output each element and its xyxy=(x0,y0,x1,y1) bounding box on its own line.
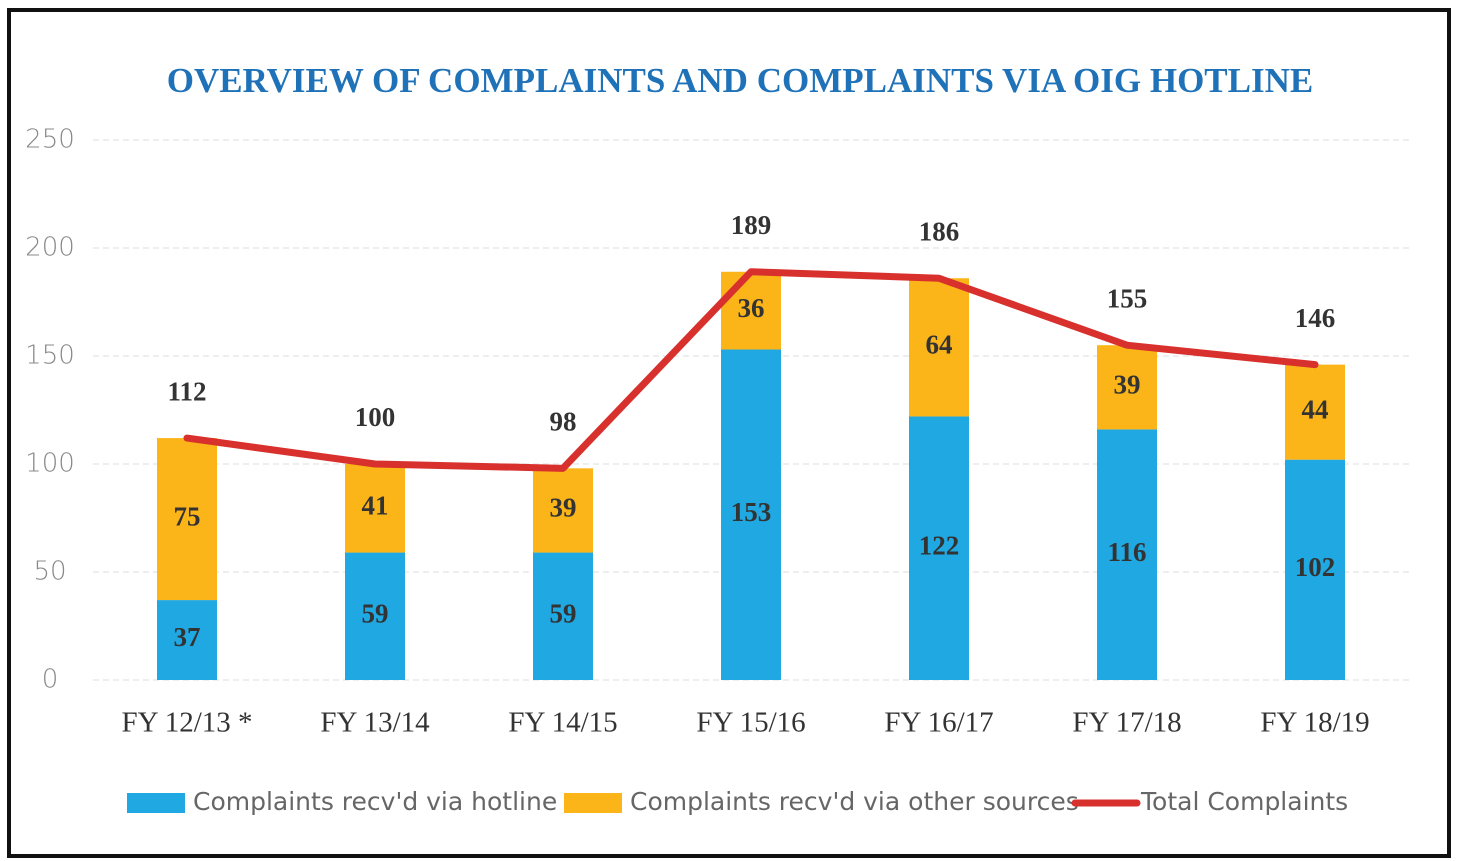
legend-label: Total Complaints xyxy=(1140,787,1348,816)
bar xyxy=(721,349,781,680)
x-tick-label: FY 13/14 xyxy=(320,707,430,739)
bar xyxy=(1285,364,1345,460)
x-tick-label: FY 18/19 xyxy=(1260,707,1369,739)
data-label: 112 xyxy=(167,376,206,406)
data-label: 189 xyxy=(731,210,772,240)
legend-label: Complaints recv'd via other sources xyxy=(630,787,1079,816)
data-label: 116 xyxy=(1107,537,1146,567)
data-label: 37 xyxy=(174,622,201,652)
data-label: 59 xyxy=(362,598,389,628)
data-label: 153 xyxy=(731,497,772,527)
chart-title: OVERVIEW OF COMPLAINTS AND COMPLAINTS VI… xyxy=(167,61,1314,100)
bar xyxy=(533,552,593,680)
bar xyxy=(1285,459,1345,680)
bar xyxy=(157,438,217,601)
y-tick-label: 0 xyxy=(42,665,59,695)
y-tick-label: 200 xyxy=(25,233,75,263)
data-label: 155 xyxy=(1107,283,1148,313)
data-label: 122 xyxy=(919,530,960,560)
data-label: 41 xyxy=(362,490,389,520)
bar xyxy=(909,416,969,680)
bar xyxy=(345,552,405,680)
bar xyxy=(533,468,593,553)
x-tick-label: FY 12/13 * xyxy=(121,707,252,739)
bar xyxy=(721,271,781,350)
x-tick-label: FY 14/15 xyxy=(508,707,617,739)
x-tick-label: FY 17/18 xyxy=(1072,707,1181,739)
data-label: 98 xyxy=(550,407,577,437)
data-label: 64 xyxy=(926,330,953,360)
data-label: 59 xyxy=(550,598,577,628)
data-label: 146 xyxy=(1295,303,1336,333)
x-tick-label: FY 15/16 xyxy=(696,707,805,739)
data-label: 186 xyxy=(919,216,960,246)
line xyxy=(183,268,1319,472)
y-tick-label: 150 xyxy=(25,341,75,371)
bar xyxy=(1097,429,1157,680)
data-label: 36 xyxy=(738,293,765,323)
bar xyxy=(157,600,217,680)
x-tick-label: FY 16/17 xyxy=(884,707,993,739)
data-label: 75 xyxy=(174,501,201,531)
bar xyxy=(909,278,969,417)
legend-label: Complaints recv'd via hotline xyxy=(193,787,557,816)
y-tick-label: 250 xyxy=(25,125,75,155)
bar xyxy=(345,464,405,553)
bar xyxy=(1097,345,1157,430)
legend-swatch xyxy=(564,793,622,813)
data-label: 44 xyxy=(1302,394,1329,424)
data-label: 39 xyxy=(1114,370,1141,400)
data-label: 100 xyxy=(355,402,396,432)
data-label: 39 xyxy=(550,493,577,523)
y-tick-label: 50 xyxy=(33,557,66,587)
y-tick-label: 100 xyxy=(25,449,75,479)
legend-swatch xyxy=(127,793,185,813)
data-label: 102 xyxy=(1295,552,1336,582)
